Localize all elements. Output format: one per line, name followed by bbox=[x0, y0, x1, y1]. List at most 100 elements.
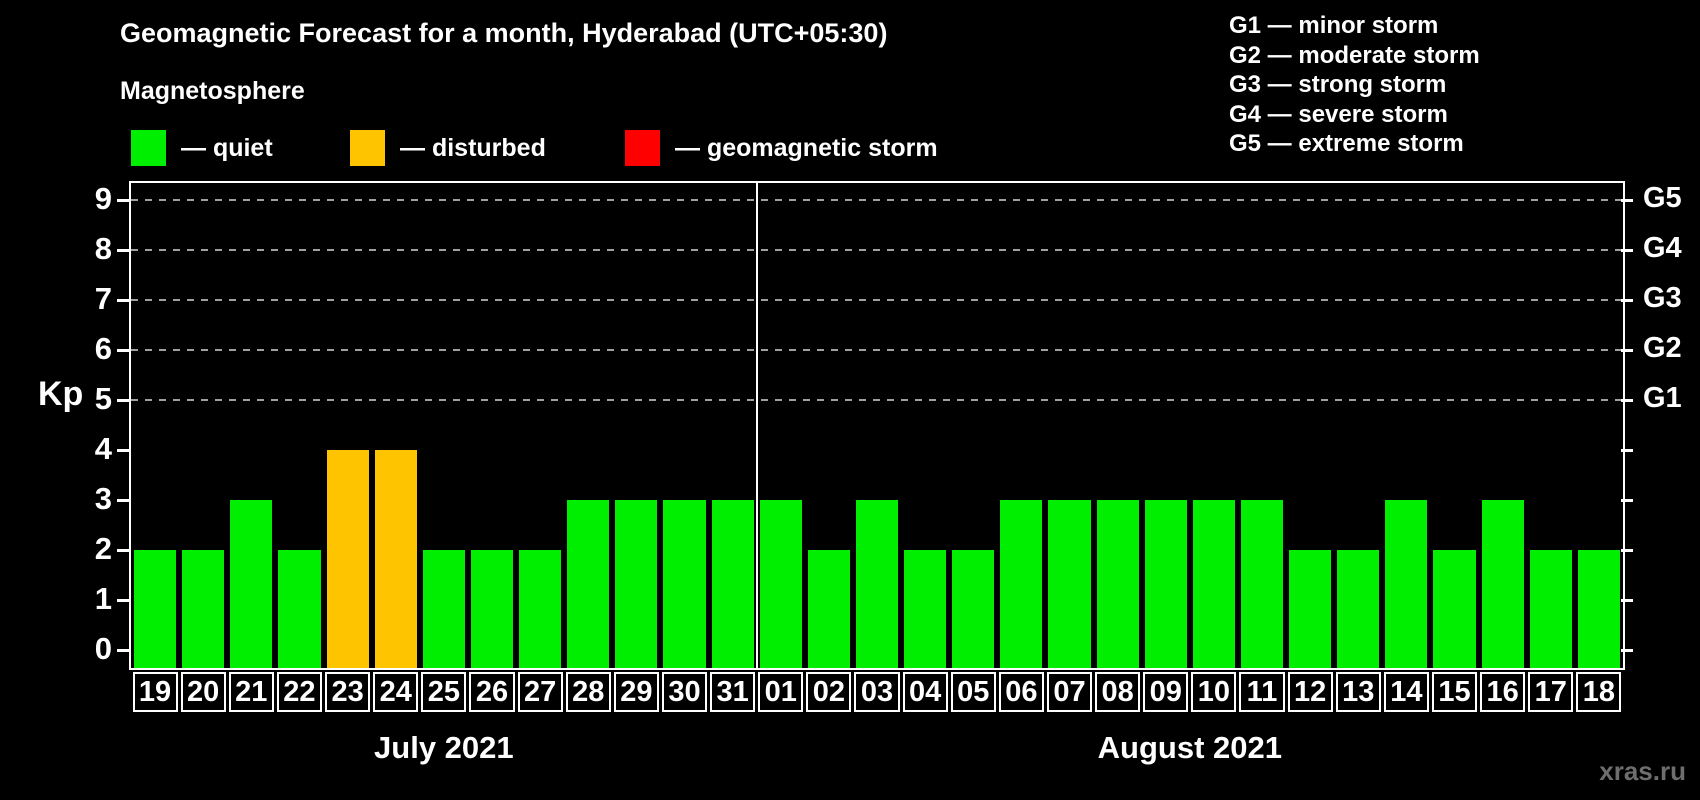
y-tick-left-6 bbox=[117, 348, 129, 352]
kp-bar-july-21 bbox=[230, 500, 273, 668]
y-tick-label-1: 1 bbox=[94, 581, 112, 616]
y-tick-right-4 bbox=[1621, 448, 1633, 452]
day-label-22: 22 bbox=[276, 672, 322, 712]
day-label-28: 28 bbox=[565, 672, 611, 712]
right-axis-label-G3: G3 bbox=[1643, 282, 1682, 314]
gridline-kp9 bbox=[131, 199, 1623, 201]
kp-bar-august-06 bbox=[1000, 500, 1043, 668]
gridline-kp7 bbox=[131, 299, 1623, 301]
kp-bar-august-03 bbox=[855, 500, 899, 668]
kp-bar-august-14 bbox=[1385, 500, 1428, 668]
chart-title: Geomagnetic Forecast for a month, Hydera… bbox=[120, 18, 888, 48]
storm-scale-line-5: G5 — extreme storm bbox=[1229, 130, 1464, 157]
y-tick-right-5 bbox=[1621, 398, 1633, 402]
day-label-25: 25 bbox=[421, 672, 467, 712]
month-label-1: July 2021 bbox=[374, 730, 514, 765]
kp-bar-july-26 bbox=[470, 550, 514, 668]
y-tick-left-7 bbox=[117, 298, 129, 302]
y-tick-left-1 bbox=[117, 598, 129, 602]
kp-bar-july-30 bbox=[663, 500, 706, 668]
right-axis-label-G2: G2 bbox=[1643, 332, 1682, 364]
y-tick-label-2: 2 bbox=[94, 531, 112, 566]
legend-swatch-quiet bbox=[131, 130, 166, 166]
day-label-31: 31 bbox=[710, 672, 756, 712]
day-label-14: 14 bbox=[1383, 672, 1429, 712]
day-label-08: 08 bbox=[1095, 672, 1141, 712]
kp-bar-july-24 bbox=[374, 450, 417, 668]
day-label-27: 27 bbox=[517, 672, 563, 712]
gridline-kp6 bbox=[131, 349, 1623, 351]
day-label-29: 29 bbox=[613, 672, 659, 712]
y-tick-right-9 bbox=[1621, 198, 1633, 202]
legend-label-storm: — geomagnetic storm bbox=[675, 134, 938, 162]
day-label-01: 01 bbox=[758, 672, 804, 712]
day-label-07: 07 bbox=[1046, 672, 1093, 712]
day-label-20: 20 bbox=[180, 672, 226, 712]
kp-bar-august-11 bbox=[1240, 500, 1284, 668]
kp-bar-july-31 bbox=[711, 500, 754, 668]
kp-bar-august-10 bbox=[1192, 500, 1235, 668]
y-tick-label-7: 7 bbox=[94, 281, 112, 316]
day-label-15: 15 bbox=[1431, 672, 1478, 712]
storm-scale-line-3: G3 — strong storm bbox=[1229, 71, 1447, 98]
y-tick-left-3 bbox=[117, 498, 129, 502]
y-tick-label-3: 3 bbox=[94, 481, 112, 516]
y-tick-label-4: 4 bbox=[94, 431, 112, 466]
plot-area bbox=[131, 183, 1623, 668]
storm-scale-line-2: G2 — moderate storm bbox=[1229, 41, 1480, 69]
magnetosphere-legend: — quiet — disturbed — geomagnetic storm bbox=[0, 128, 1100, 170]
magnetosphere-legend-heading: Magnetosphere bbox=[120, 77, 305, 105]
day-label-05: 05 bbox=[950, 672, 996, 712]
day-label-21: 21 bbox=[228, 672, 274, 712]
right-axis-label-G5: G5 bbox=[1643, 182, 1682, 214]
kp-bar-august-17 bbox=[1529, 550, 1572, 668]
day-label-02: 02 bbox=[806, 672, 852, 712]
watermark: xras.ru bbox=[1599, 756, 1686, 786]
kp-bar-august-01 bbox=[759, 500, 802, 668]
y-tick-label-6: 6 bbox=[94, 331, 112, 366]
month-label-2: August 2021 bbox=[1097, 730, 1282, 765]
kp-bar-august-02 bbox=[807, 550, 850, 668]
kp-bar-july-27 bbox=[519, 550, 562, 668]
y-tick-label-8: 8 bbox=[94, 231, 112, 266]
y-tick-left-2 bbox=[117, 548, 129, 552]
y-tick-right-6 bbox=[1621, 348, 1633, 352]
gridline-kp8 bbox=[131, 249, 1623, 251]
day-label-19: 19 bbox=[132, 672, 178, 712]
kp-bar-august-09 bbox=[1144, 500, 1187, 668]
legend-swatch-disturbed bbox=[350, 130, 385, 166]
legend-label-quiet: — quiet bbox=[181, 134, 273, 162]
kp-bar-august-07 bbox=[1048, 500, 1091, 668]
right-axis-label-G1: G1 bbox=[1643, 382, 1682, 414]
day-label-23: 23 bbox=[325, 672, 371, 712]
y-tick-left-8 bbox=[117, 248, 129, 252]
kp-bar-july-25 bbox=[422, 550, 465, 668]
kp-bar-august-16 bbox=[1481, 500, 1524, 668]
y-tick-left-9 bbox=[117, 198, 129, 202]
day-label-24: 24 bbox=[373, 672, 419, 712]
day-label-11: 11 bbox=[1239, 672, 1285, 712]
y-tick-left-0 bbox=[117, 648, 129, 652]
day-label-04: 04 bbox=[902, 672, 948, 712]
storm-scale-legend: G1 — minor storm G2 — moderate storm G3 — … bbox=[1229, 11, 1480, 159]
y-tick-right-0 bbox=[1621, 648, 1633, 652]
kp-bar-july-28 bbox=[567, 500, 610, 668]
gridline-kp5 bbox=[131, 399, 1623, 401]
kp-bar-july-23 bbox=[326, 450, 369, 668]
y-tick-right-1 bbox=[1621, 598, 1633, 602]
kp-bar-august-12 bbox=[1289, 550, 1332, 668]
day-label-06: 06 bbox=[998, 672, 1044, 712]
plot-frame bbox=[129, 181, 1625, 670]
y-tick-right-2 bbox=[1621, 548, 1633, 552]
legend-swatch-storm bbox=[625, 130, 660, 166]
y-tick-right-3 bbox=[1621, 498, 1633, 502]
y-tick-left-4 bbox=[117, 448, 129, 452]
storm-scale-line-4: G4 — severe storm bbox=[1229, 100, 1448, 128]
kp-bar-july-19 bbox=[134, 550, 177, 668]
y-axis-label: Kp bbox=[38, 375, 84, 413]
day-label-16: 16 bbox=[1480, 672, 1526, 712]
day-label-26: 26 bbox=[469, 672, 515, 712]
day-label-13: 13 bbox=[1335, 672, 1381, 712]
kp-bar-july-20 bbox=[182, 550, 225, 668]
